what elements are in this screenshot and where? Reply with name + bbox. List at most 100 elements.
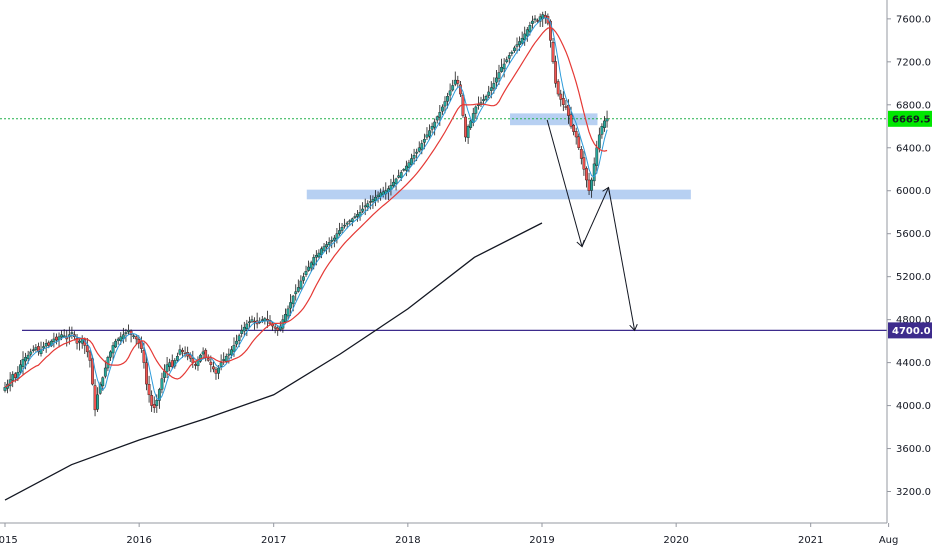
candle-body <box>579 149 583 159</box>
candle-body <box>474 106 478 114</box>
candle-body <box>206 358 210 361</box>
price-tags: 6669.5 4700.0 <box>888 110 932 339</box>
candle-body <box>528 25 532 32</box>
price-tick-label: 3200.0 <box>896 487 931 498</box>
plot-area[interactable] <box>0 11 887 501</box>
candle-body <box>531 20 534 24</box>
short-moving-average-line <box>4 17 608 401</box>
candle-body <box>549 20 552 41</box>
candle-body <box>19 364 22 373</box>
price-tick-label: 6000.0 <box>896 186 931 197</box>
candle-body <box>525 29 529 37</box>
candle-body <box>230 349 233 356</box>
current-price-tag: 6669.5 <box>888 110 932 127</box>
candle-body <box>181 349 184 353</box>
medium-moving-average-line <box>4 26 608 388</box>
candle-body <box>103 367 107 377</box>
candle-body <box>338 230 341 235</box>
candle-body <box>533 18 537 21</box>
candle-body <box>327 242 331 245</box>
candle-body <box>299 280 303 289</box>
candle-body <box>412 155 416 159</box>
candle-body <box>451 85 455 91</box>
candle-body <box>572 124 576 132</box>
candle-body <box>356 214 359 217</box>
candle-body <box>209 361 213 365</box>
candle-body <box>55 336 58 341</box>
candle-body <box>443 101 447 107</box>
candle-body <box>556 81 560 95</box>
candle-body <box>561 98 565 105</box>
candle-body <box>291 295 295 305</box>
candle-body <box>487 91 491 96</box>
price-tick-label: 4400.0 <box>896 358 931 369</box>
price-tick-label: 7200.0 <box>896 57 931 68</box>
candle-body <box>350 218 354 222</box>
time-tick-label: 2015 <box>0 535 18 546</box>
candle-body <box>150 394 154 406</box>
candle-body <box>62 335 66 337</box>
candle-body <box>376 194 380 197</box>
candle-body <box>26 354 30 359</box>
candle-body <box>582 157 586 170</box>
candle-body <box>114 340 118 348</box>
candle-body <box>281 319 285 329</box>
candle-body <box>513 47 516 52</box>
candle-body <box>464 116 467 138</box>
candle-body <box>139 341 143 349</box>
candle-body <box>147 384 151 396</box>
candle-body <box>368 201 372 203</box>
candle-body <box>417 147 421 152</box>
candle-body <box>515 44 519 47</box>
candle-body <box>397 175 401 178</box>
candle-body <box>157 389 161 401</box>
time-tick-label: 2016 <box>126 535 151 546</box>
candle-body <box>353 216 357 218</box>
support-line-tag: 4700.0 <box>888 322 932 339</box>
candle-body <box>466 126 470 138</box>
projection-arrow <box>608 187 635 331</box>
candle-body <box>422 138 426 143</box>
candle-body <box>366 203 370 208</box>
lower-support-zone <box>306 189 691 200</box>
candle-body <box>60 334 64 338</box>
support-line-tag-label: 4700.0 <box>892 326 931 337</box>
candle-body <box>160 378 164 390</box>
candle-body <box>430 126 434 130</box>
candle-body <box>253 320 256 323</box>
candle-body <box>165 364 169 372</box>
candle-body <box>240 330 244 334</box>
candle-body <box>224 355 228 362</box>
candle-body <box>96 394 100 410</box>
candle-body <box>603 120 606 128</box>
candle-body <box>309 262 313 269</box>
candle-body <box>502 63 506 70</box>
time-tick-label: Aug <box>879 535 899 546</box>
candle-body <box>477 104 480 106</box>
time-tick-label: 2017 <box>261 535 286 546</box>
projection-arrow <box>546 119 582 247</box>
candle-body <box>196 360 200 367</box>
candle-body <box>312 257 316 265</box>
candle-body <box>320 248 323 255</box>
candle-body <box>227 353 231 356</box>
candle-body <box>505 59 509 63</box>
candle-body <box>482 99 485 102</box>
candle-body <box>585 168 588 181</box>
candle-body <box>440 106 444 112</box>
candle-body <box>44 343 48 347</box>
candle-body <box>245 323 249 329</box>
candle-body <box>124 332 128 334</box>
candle-body <box>296 287 300 292</box>
candle-body <box>456 80 460 84</box>
price-axis[interactable]: 3200.0 3600.0 4000.0 4400.0 4800.0 5200.0 5600… <box>886 0 931 523</box>
candle-body <box>237 335 241 341</box>
candle-body <box>453 79 457 85</box>
candle-body <box>605 118 609 122</box>
candle-body <box>495 77 498 83</box>
candle-body <box>307 266 311 271</box>
time-axis[interactable]: 2015 2016 2017 2018 2019 2020 2021 Aug <box>0 522 899 546</box>
candle-body <box>433 121 437 128</box>
candle-body <box>294 291 298 295</box>
